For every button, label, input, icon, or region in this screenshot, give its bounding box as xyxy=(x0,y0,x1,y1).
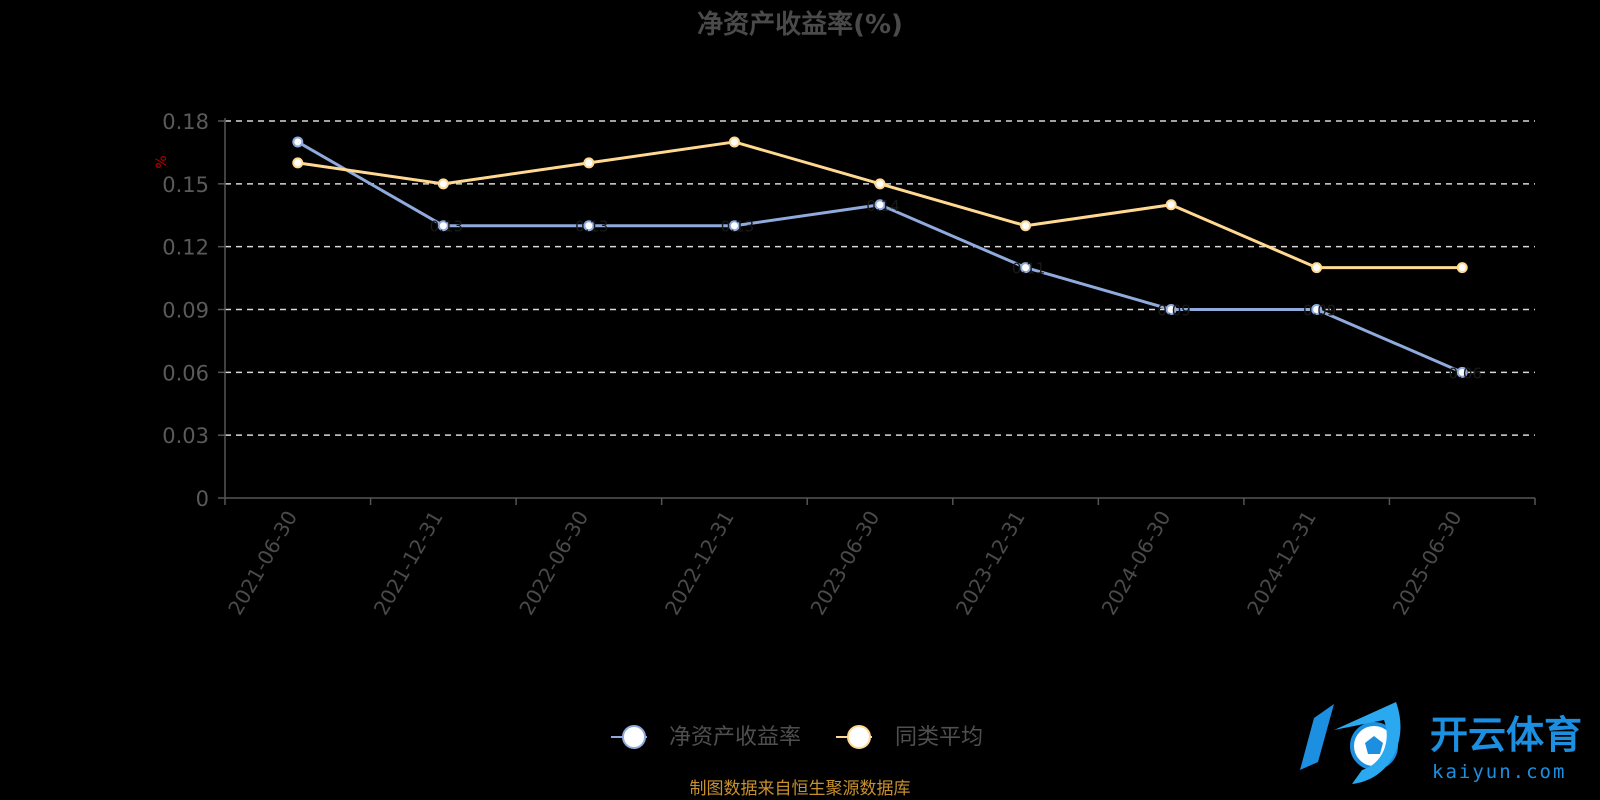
data-label: 0.09 xyxy=(1303,302,1336,320)
data-label: 0.13 xyxy=(721,218,754,236)
y-axis-unit-label: % xyxy=(154,155,170,168)
x-tick-label: 2023-12-31 xyxy=(951,507,1030,620)
series-1-point[interactable] xyxy=(1020,220,1032,232)
data-label: 0.14 xyxy=(866,197,899,215)
series-0-point[interactable] xyxy=(292,136,304,148)
soccer-ball-icon xyxy=(1300,702,1401,784)
x-tick-label: 2023-06-30 xyxy=(805,507,884,620)
series-0-point[interactable] xyxy=(1456,366,1468,378)
series-1-point[interactable] xyxy=(728,136,740,148)
data-label: 0.06 xyxy=(1449,364,1482,382)
series-1-point[interactable] xyxy=(1311,262,1323,274)
legend-roe-marker xyxy=(622,725,646,749)
series-lines xyxy=(292,136,1468,378)
x-tick-label: 2024-06-30 xyxy=(1097,507,1176,620)
series-1-point[interactable] xyxy=(583,157,595,169)
series-0-point[interactable] xyxy=(1311,304,1323,315)
series-1-point[interactable] xyxy=(874,178,886,190)
y-tick-label: 0.09 xyxy=(162,299,209,323)
series-0-point[interactable] xyxy=(583,220,595,232)
x-tick-label: 2022-06-30 xyxy=(514,507,593,620)
series-1-point[interactable] xyxy=(1456,262,1468,274)
y-tick-label: 0.12 xyxy=(162,236,209,260)
data-source-note: 制图数据来自恒生聚源数据库 xyxy=(690,779,911,799)
y-tick-label: 0.15 xyxy=(162,173,209,197)
y-tick-label: 0 xyxy=(196,487,209,511)
data-label: 0.11 xyxy=(1012,260,1045,278)
y-tick-label: 0.03 xyxy=(162,424,209,448)
axes xyxy=(218,118,1536,505)
y-tick-label: 0.06 xyxy=(162,361,209,385)
series-1-point[interactable] xyxy=(292,157,304,169)
legend-roe-label: 净资产收益率 xyxy=(669,725,801,750)
series-1-point[interactable] xyxy=(437,178,449,190)
data-labels: 0.13 0.13 0.13 0.14 0.11 0.09 0.09 0.06 xyxy=(430,197,1482,383)
series-0-point[interactable] xyxy=(874,199,886,211)
watermark-brand-cn: 开云体育 xyxy=(1430,713,1582,757)
x-tick-label: 2022-12-31 xyxy=(660,507,739,620)
x-tick-label: 2021-06-30 xyxy=(223,507,302,620)
x-tick-label: 2024-12-31 xyxy=(1242,507,1321,620)
legend: 净资产收益率 同类平均 xyxy=(611,725,983,750)
data-label: 0.13 xyxy=(430,218,463,236)
x-tick-label: 2021-12-31 xyxy=(369,507,448,620)
legend-item-peer-average[interactable]: 同类平均 xyxy=(836,725,983,750)
series-1-point[interactable] xyxy=(1165,199,1177,211)
legend-item-roe[interactable]: 净资产收益率 xyxy=(611,725,801,750)
grid-lines xyxy=(225,120,1535,436)
x-tick-labels: 2021-06-30 2021-12-31 2022-06-30 2022-12-31… xyxy=(223,507,1466,620)
series-0-point[interactable] xyxy=(1020,262,1032,274)
series-0-point[interactable] xyxy=(1165,304,1177,315)
series-0-point[interactable] xyxy=(437,220,449,232)
legend-peer-average-marker xyxy=(847,725,871,749)
y-tick-label: 0.18 xyxy=(162,110,209,134)
kaiyun-watermark-logo: 开云体育 kaiyun.com xyxy=(1300,702,1582,784)
chart-title: 净资产收益率(%) xyxy=(697,9,903,40)
series-0-point[interactable] xyxy=(728,220,740,232)
legend-peer-average-label: 同类平均 xyxy=(895,725,983,750)
y-tick-labels: 0 0.03 0.06 0.09 0.12 0.15 0.18 xyxy=(162,110,209,511)
data-label: 0.09 xyxy=(1157,302,1190,320)
data-label: 0.13 xyxy=(575,218,608,236)
watermark-brand-en: kaiyun.com xyxy=(1432,761,1566,783)
x-tick-label: 2025-06-30 xyxy=(1388,507,1467,620)
series-line-0 xyxy=(297,140,1463,374)
